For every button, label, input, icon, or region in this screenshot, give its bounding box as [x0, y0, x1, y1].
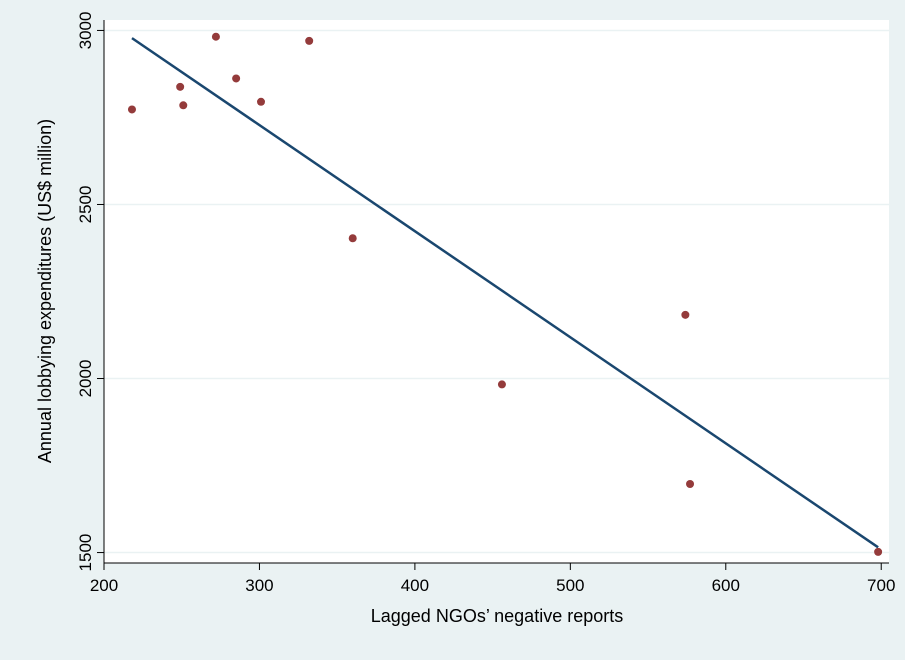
- x-tick-label-500: 500: [556, 576, 584, 595]
- y-tick-label-2000: 2000: [76, 360, 95, 398]
- data-point-0: [127, 105, 136, 114]
- y-tick-label-1500: 1500: [76, 534, 95, 572]
- data-point-10: [686, 479, 695, 488]
- x-ticks: 200 300 400 500 600 700: [90, 563, 895, 595]
- data-point-1: [176, 82, 185, 91]
- data-point-2: [179, 101, 188, 110]
- data-point-6: [305, 36, 314, 45]
- y-tick-label-2500: 2500: [76, 186, 95, 224]
- data-point-11: [874, 547, 883, 556]
- data-point-7: [348, 234, 357, 243]
- data-point-9: [681, 310, 690, 319]
- data-point-5: [257, 97, 265, 106]
- x-tick-label-300: 300: [245, 576, 273, 595]
- data-point-4: [232, 74, 241, 83]
- data-points: [127, 32, 883, 556]
- y-tick-label-3000: 3000: [76, 12, 95, 50]
- fitted-line: [131, 37, 879, 549]
- data-point-3: [211, 32, 220, 41]
- x-axis-title: Lagged NGOs’ negative reports: [371, 606, 623, 626]
- plot-area: [104, 20, 889, 563]
- fitted-line-group: [131, 37, 879, 549]
- grid-lines: [104, 29, 889, 554]
- x-tick-label-400: 400: [401, 576, 429, 595]
- y-ticks: 1500 2000 2500 3000: [76, 12, 104, 572]
- x-tick-label-200: 200: [90, 576, 118, 595]
- data-point-8: [497, 380, 506, 389]
- axes: [103, 20, 889, 564]
- x-tick-label-600: 600: [712, 576, 740, 595]
- x-tick-label-700: 700: [867, 576, 895, 595]
- y-axis-title: Annual lobbying expenditures (US$ millio…: [35, 119, 55, 463]
